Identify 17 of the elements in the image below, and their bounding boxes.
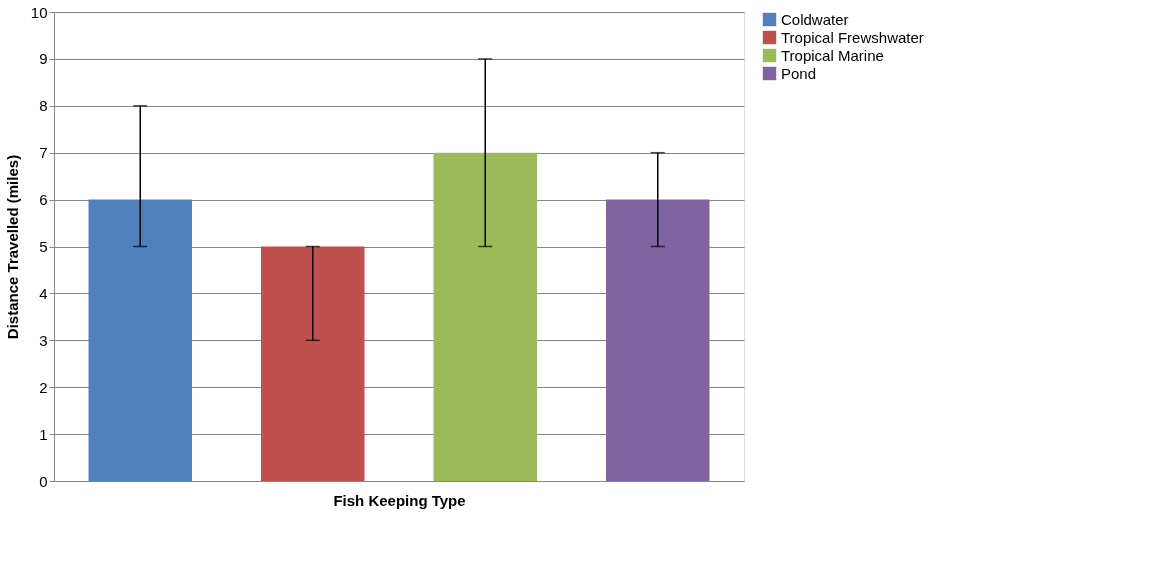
- legend-label: Tropical Marine: [781, 46, 884, 64]
- y-tick-label: 7: [39, 144, 48, 162]
- legend-label: Pond: [781, 64, 817, 82]
- legend-label: Coldwater: [781, 10, 849, 28]
- x-axis-title: Fish Keeping Type: [333, 491, 466, 509]
- y-tick-label: 3: [39, 331, 48, 349]
- y-tick-label: 8: [39, 97, 48, 115]
- legend-label: Tropical Frewshwater: [781, 28, 924, 46]
- y-tick-label: 9: [39, 50, 48, 68]
- y-tick-label: 4: [39, 284, 48, 302]
- y-tick-label: 6: [39, 191, 48, 209]
- y-tick-label: 10: [30, 3, 48, 21]
- y-tick-label: 0: [39, 472, 48, 490]
- y-tick-label: 5: [39, 238, 48, 255]
- y-axis-title: Distance Travelled (miles): [3, 154, 21, 340]
- y-tick-label: 1: [39, 425, 48, 443]
- y-tick-label: 2: [39, 378, 48, 396]
